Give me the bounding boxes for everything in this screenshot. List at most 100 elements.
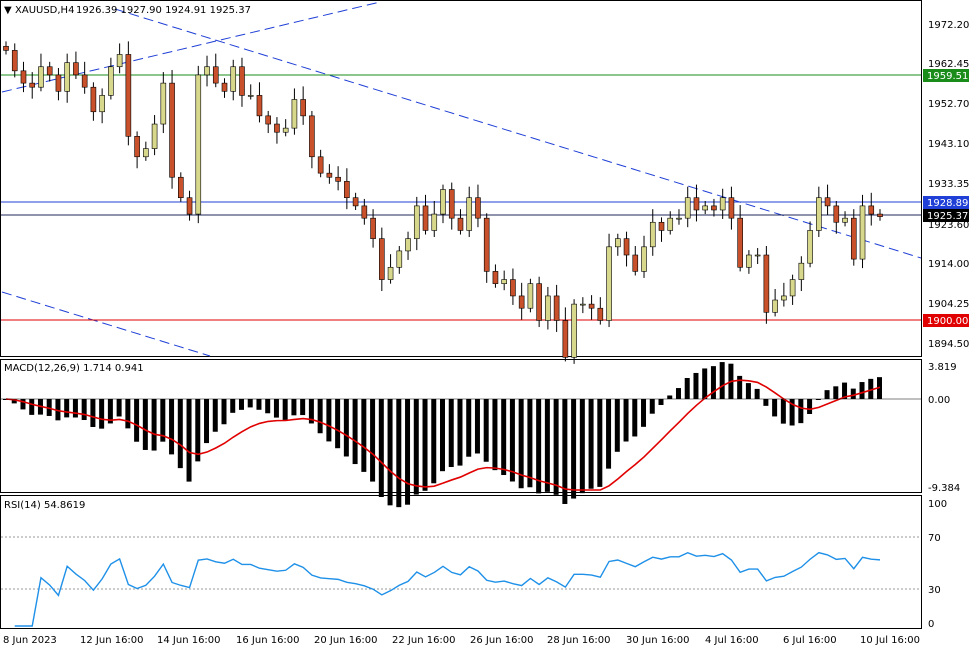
candle-body [702, 205, 709, 211]
time-tick: 20 Jun 16:00 [314, 635, 378, 646]
candle-body [64, 62, 70, 92]
candle-body [160, 82, 167, 125]
candle-body [641, 246, 647, 272]
macd-bar [282, 399, 288, 420]
rsi-panel[interactable] [0, 495, 922, 629]
macd-bar [361, 399, 367, 472]
macd-bar [352, 399, 358, 465]
macd-bar [317, 399, 323, 434]
candle-body [859, 205, 866, 260]
candle-body [475, 197, 481, 219]
candle-body [195, 74, 202, 215]
time-tick: 12 Jun 16:00 [80, 635, 144, 646]
macd-bar [413, 399, 419, 495]
candle-body [143, 148, 149, 158]
price-panel[interactable] [0, 0, 922, 357]
candle-body [448, 189, 455, 219]
rsi-label: RSI(14) 54.8619 [4, 500, 85, 511]
candle-body [20, 70, 27, 84]
macd-bar [204, 399, 210, 444]
candle-body [370, 217, 376, 239]
candle-body [719, 197, 726, 211]
macd-bar [859, 382, 865, 399]
red-level-tag [923, 314, 969, 327]
candle-body [868, 205, 875, 215]
candle-body [90, 86, 97, 113]
candle-body [571, 303, 577, 358]
macd-bar [675, 388, 681, 399]
resistance-trendline[interactable] [114, 8, 922, 259]
candle-body [667, 217, 674, 231]
macd-signal-line [5, 379, 881, 491]
macd-bar [335, 399, 341, 449]
macd-bar [492, 399, 498, 471]
rsi-tick: 100 [928, 499, 947, 510]
price-axis[interactable]: 1972.20 1962.45 1952.70 1943.10 1933.35 … [928, 20, 969, 350]
candle-body [178, 176, 184, 199]
macd-bar [326, 399, 332, 442]
macd-bar [579, 399, 585, 494]
macd-bar [789, 399, 795, 426]
macd-bar [833, 386, 839, 399]
candle-body [850, 217, 857, 260]
macd-bar [72, 399, 78, 418]
candle-body [807, 230, 813, 264]
macd-bar [440, 399, 445, 472]
macd-bar [807, 399, 813, 414]
candle-body [396, 250, 403, 268]
macd-bar [544, 399, 550, 492]
macd-bar [588, 399, 594, 489]
candle-body [833, 205, 840, 223]
candle-body [29, 82, 36, 88]
candle-body [440, 189, 446, 215]
macd-bar [3, 399, 8, 400]
lower-trendline[interactable] [1, 291, 211, 357]
macd-bar [658, 399, 664, 405]
macd-bar [247, 399, 253, 408]
candle-body [151, 123, 158, 149]
macd-bar [641, 399, 647, 427]
macd-bar [169, 399, 175, 455]
price-tick: 1972.20 [928, 20, 969, 31]
macd-bar [815, 399, 821, 400]
macd-bar [509, 399, 515, 482]
candle-body [46, 66, 53, 76]
macd-bar [737, 375, 743, 399]
candle-body [754, 254, 761, 257]
macd-bar [343, 399, 349, 457]
macd-tick: 0.00 [928, 395, 950, 406]
time-tick: 8 Jun 2023 [3, 635, 57, 646]
time-tick: 14 Jun 16:00 [157, 635, 221, 646]
price-tick: 1933.35 [928, 179, 969, 190]
macd-bar [754, 388, 760, 399]
candle-body [116, 54, 123, 68]
macd-bar [623, 399, 629, 442]
macd-bar [300, 399, 306, 416]
price-tick: 1914.00 [928, 259, 969, 270]
candle-body [711, 205, 717, 211]
candle-body [545, 295, 551, 321]
candle-body [606, 246, 612, 321]
candle-body [361, 205, 368, 219]
candle-body [737, 217, 743, 268]
candle-body [798, 262, 805, 280]
candle-body [73, 62, 79, 76]
candle-body [317, 156, 324, 174]
time-axis[interactable]: 8 Jun 2023 12 Jun 16:00 14 Jun 16:00 16 … [3, 635, 920, 646]
price-tick: 1904.25 [928, 299, 969, 310]
macd-tick: 3.819 [928, 362, 957, 373]
candle-body [3, 45, 9, 51]
macd-bar [308, 399, 314, 424]
candle-body [38, 66, 44, 88]
macd-bar [850, 388, 856, 399]
macd-bar [597, 399, 603, 487]
macd-bar [20, 399, 26, 410]
time-tick: 10 Jul 16:00 [860, 635, 920, 646]
candle-body [405, 238, 411, 252]
candle-body [483, 217, 490, 272]
price-tick: 1962.45 [928, 59, 969, 70]
candle-body [431, 213, 438, 231]
candle-body [291, 99, 298, 129]
candle-body [614, 238, 621, 248]
